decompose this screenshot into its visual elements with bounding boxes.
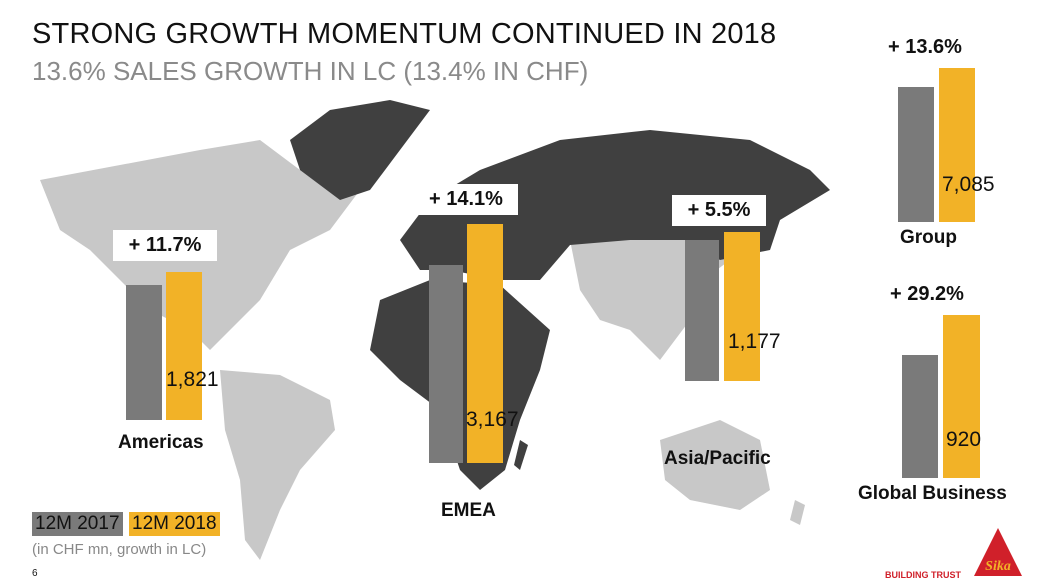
asia-pacific-label: Asia/Pacific	[664, 448, 771, 469]
emea-value: 3,167	[466, 408, 519, 431]
global-business-growth: + 29.2%	[890, 283, 964, 305]
americas-bar-2018	[166, 272, 202, 420]
australia-shape	[660, 420, 770, 510]
tagline: BUILDING TRUST	[885, 570, 961, 580]
page-subtitle: 13.6% SALES GROWTH IN LC (13.4% IN CHF)	[32, 56, 589, 86]
global-business-bar-2018	[943, 315, 980, 478]
global-business-bar-2017	[902, 355, 938, 478]
group-bar-2018	[939, 68, 975, 222]
page-number: 6	[32, 568, 38, 579]
emea-bar-2017	[429, 265, 463, 463]
units-note: (in CHF mn, growth in LC)	[32, 541, 207, 558]
legend-2018: 12M 2018	[129, 512, 220, 536]
group-label: Group	[900, 227, 957, 248]
madagascar-shape	[514, 440, 528, 470]
americas-label: Americas	[118, 432, 204, 453]
new-zealand-shape	[790, 500, 805, 525]
south-america-shape	[220, 370, 335, 560]
asia-pacific-growth: + 5.5%	[672, 195, 766, 226]
page-title: STRONG GROWTH MOMENTUM CONTINUED IN 2018	[32, 18, 777, 50]
global-business-label: Global Business	[858, 483, 1007, 504]
group-bar-2017	[898, 87, 934, 222]
americas-value: 1,821	[166, 368, 219, 391]
legend-2017: 12M 2017	[32, 512, 123, 536]
americas-bar-2017	[126, 285, 162, 420]
svg-text:Sika: Sika	[985, 559, 1011, 574]
europe-russia-shape	[400, 130, 830, 280]
global-business-value: 920	[946, 428, 982, 451]
emea-label: EMEA	[441, 500, 496, 521]
asia-pacific-bar-2018	[724, 232, 760, 381]
americas-growth: + 11.7%	[113, 230, 217, 261]
group-value: 7,085	[942, 173, 995, 196]
greenland-shape	[290, 100, 430, 200]
emea-bar-2018	[467, 224, 503, 463]
sika-logo: Sika	[974, 528, 1022, 576]
asia-pacific-value: 1,177	[728, 330, 781, 353]
asia-pacific-bar-2017	[685, 240, 719, 381]
group-growth: + 13.6%	[888, 36, 962, 58]
emea-growth: + 14.1%	[414, 184, 518, 215]
